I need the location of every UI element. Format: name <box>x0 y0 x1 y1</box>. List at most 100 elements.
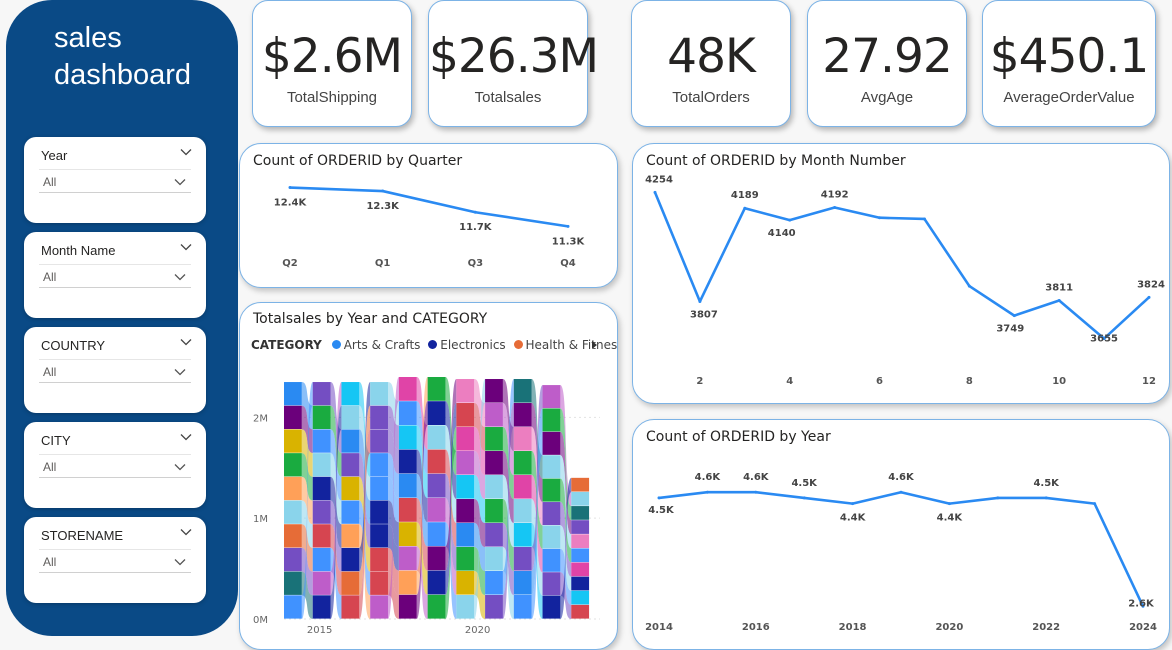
ribbon-band <box>474 427 486 476</box>
legend-next-arrow-icon[interactable] <box>592 341 597 349</box>
slicer-dropdown[interactable]: All <box>39 549 191 573</box>
ribbon-segment <box>571 506 590 520</box>
ribbon-band <box>359 405 371 596</box>
chart-sales-by-year-category[interactable]: Totalsales by Year and CATEGORY CATEGORY… <box>239 302 618 650</box>
chart-orders-by-month[interactable]: Count of ORDERID by Month Number 4254 380… <box>632 143 1170 404</box>
ribbon-segment <box>456 379 475 403</box>
ribbon-segment <box>370 382 388 406</box>
ribbon-segment <box>542 525 561 549</box>
x-tick-label: 2024 <box>1129 622 1157 633</box>
month-line-chart: 4254 3807 4189 4140 4192 3749 3811 3655 3824 2 4 6 8… <box>645 174 1165 387</box>
ribbon-band <box>301 405 313 454</box>
y-tick-label: 2M <box>253 413 268 424</box>
chart-orders-by-year[interactable]: Count of ORDERID by Year 4.5K 4.6K 4.6K 4.5… <box>632 419 1170 650</box>
data-point <box>1012 314 1016 318</box>
ribbon-band <box>301 429 313 477</box>
ribbon-segment <box>542 502 561 526</box>
ribbon-segment <box>312 382 331 406</box>
ribbon-segment <box>513 403 532 427</box>
slicer-month-name[interactable]: Month Name All <box>24 232 206 318</box>
ribbon-segment <box>341 429 360 453</box>
legend-label: Arts & Crafts <box>343 338 421 352</box>
legend-item-arts-crafts[interactable]: Arts & Crafts <box>331 338 421 352</box>
ribbon-band <box>560 477 572 619</box>
ribbon-segment <box>370 453 388 477</box>
slicer-selected-value: All <box>43 460 57 474</box>
ribbon-segment <box>456 595 475 619</box>
ribbon-band <box>301 453 313 501</box>
kpi-card-total-orders[interactable]: 48K TotalOrders <box>631 0 791 127</box>
slicer-label: STORENAME <box>41 528 124 543</box>
ribbon-segment <box>513 571 532 595</box>
chevron-down-icon[interactable] <box>180 431 192 443</box>
ribbon-segment <box>427 546 446 571</box>
slicer-label: Month Name <box>41 243 116 258</box>
data-point <box>566 224 570 228</box>
data-label: 4189 <box>731 190 759 201</box>
ribbon-band <box>560 572 572 619</box>
ribbon-segment <box>427 570 446 595</box>
ribbon-segment <box>312 500 331 524</box>
ribbon-band <box>531 403 543 503</box>
chart-orders-by-quarter[interactable]: Count of ORDERID by Quarter 12.4K 12.3K 11… <box>239 143 618 288</box>
chevron-down-icon[interactable] <box>180 241 192 253</box>
ribbon-band <box>474 379 486 619</box>
chevron-down-icon[interactable] <box>180 336 192 348</box>
slicer-country[interactable]: COUNTRY All <box>24 327 206 413</box>
ribbon-segment <box>513 523 532 547</box>
legend-dot-icon <box>513 340 523 349</box>
data-label: 4.5K <box>648 505 675 516</box>
slicer-dropdown[interactable]: All <box>39 454 191 478</box>
slicer-storename[interactable]: STORENAME All <box>24 517 206 603</box>
ribbon-band <box>330 405 342 477</box>
kpi-card-total-shipping[interactable]: $2.6M TotalShipping <box>252 0 412 127</box>
ribbon-segment <box>513 475 532 499</box>
data-label: 4.6K <box>888 472 915 483</box>
ribbon-segment <box>341 571 360 595</box>
x-tick-label: Q1 <box>375 258 391 269</box>
ribbon-band <box>387 500 399 547</box>
ribbon-series-group <box>284 377 590 619</box>
ribbon-band <box>474 499 486 548</box>
ribbon-segment <box>571 576 590 591</box>
ribbon-band <box>387 377 399 619</box>
kpi-card-average-order-value[interactable]: $450.1 AverageOrderValue <box>982 0 1156 127</box>
slicer-city[interactable]: CITY All <box>24 422 206 508</box>
kpi-card-avg-age[interactable]: 27.92 AvgAge <box>807 0 967 127</box>
ribbon-band <box>445 379 457 571</box>
ribbon-segment <box>485 499 503 523</box>
ribbon-segment <box>485 547 503 571</box>
ribbon-band <box>502 403 514 476</box>
chevron-down-icon[interactable] <box>180 146 192 158</box>
ribbon-segment <box>398 570 417 595</box>
kpi-value: $2.6M <box>261 29 403 84</box>
data-point <box>1141 604 1145 608</box>
slicer-label: COUNTRY <box>41 338 106 353</box>
kpi-card-total-sales[interactable]: $26.3M Totalsales <box>428 0 599 127</box>
data-point <box>788 218 792 222</box>
ribbon-segment <box>284 429 302 453</box>
ribbon-segment <box>284 524 302 548</box>
slicer-dropdown[interactable]: All <box>39 359 191 383</box>
data-point <box>967 284 971 288</box>
ribbon-segment <box>312 453 331 477</box>
x-tick-label: 10 <box>1052 376 1066 387</box>
legend-item-electronics[interactable]: Electronics <box>428 338 506 352</box>
ribbon-segment <box>456 571 475 595</box>
ribbon-band <box>560 548 572 605</box>
ribbon-band <box>387 524 399 571</box>
chevron-down-icon[interactable] <box>180 526 192 538</box>
data-label: 12.4K <box>274 198 308 209</box>
ribbon-band <box>531 385 543 572</box>
ribbon-segment <box>456 547 475 571</box>
ribbon-segment <box>284 453 302 477</box>
ribbon-segment <box>370 571 388 595</box>
slicer-year[interactable]: Year All <box>24 137 206 223</box>
slicer-dropdown[interactable]: All <box>39 169 191 193</box>
ribbon-band <box>416 522 428 595</box>
ribbon-band <box>301 382 313 619</box>
ribbon-band <box>416 377 428 595</box>
ribbon-segment <box>284 595 302 619</box>
ribbon-segment <box>456 451 475 475</box>
slicer-dropdown[interactable]: All <box>39 264 191 288</box>
